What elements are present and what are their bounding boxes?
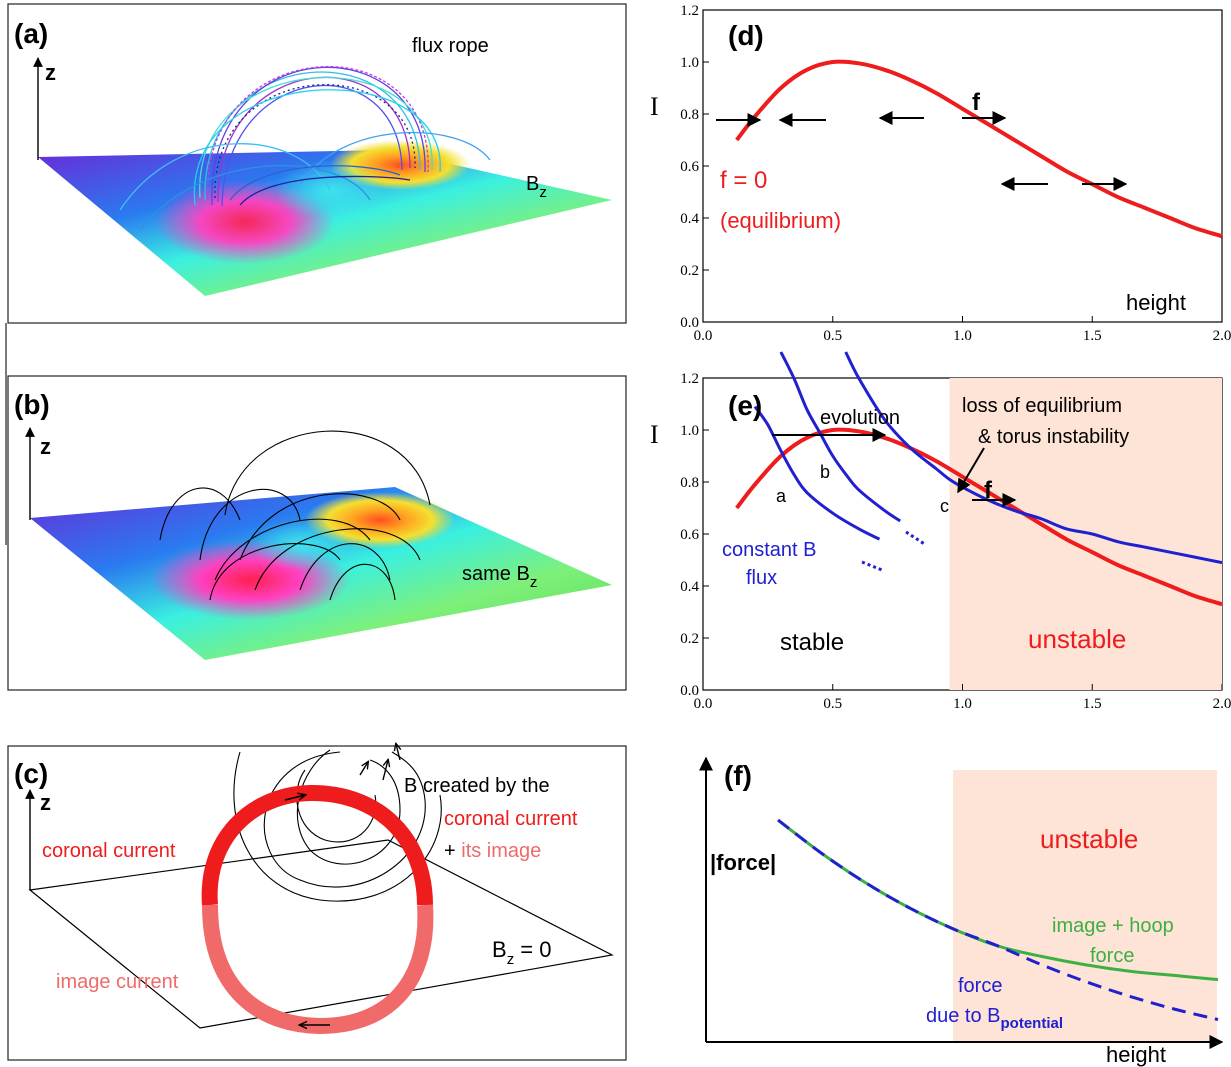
panel-e-point-a: a [776, 486, 787, 506]
panel-f-unstable-region [953, 770, 1217, 1042]
panel-b-bz-label: same Bz [462, 563, 537, 591]
panel-d-xlabel: height [1126, 290, 1186, 315]
panel-e-point-c: c [940, 496, 949, 516]
panel-d-f-label: f [972, 89, 981, 116]
panel-f-pot-line2: due to Bpotential [926, 1005, 1063, 1032]
panel-a-z-label: z [45, 60, 56, 85]
panel-e-loss-line1: loss of equilibrium [962, 395, 1122, 417]
panel-f-letter: (f) [724, 760, 752, 791]
panel-d-ytick-label: 0.8 [680, 107, 699, 123]
panel-a-rope-label: flux rope [412, 35, 489, 57]
panel-d-frame [702, 9, 1223, 323]
panel-c-current-arrow-top [284, 795, 305, 800]
panel-e-xtick-label: 1.5 [1083, 696, 1102, 712]
panel-e-xtick-label: 1.0 [953, 696, 972, 712]
panel-d-ytick-label: 0.0 [680, 315, 699, 331]
panel-e-stable: stable [780, 629, 844, 656]
panel-a: z (a) flux rope Bz [7, 3, 627, 324]
panel-f-pot-line1: force [958, 975, 1002, 997]
panel-c-b-created: B created by the [404, 775, 550, 797]
panel-d-ytick-label: 0.2 [680, 263, 699, 279]
panel-f-ylabel: |force| [710, 850, 776, 875]
panel-f-hoop-line1: image + hoop [1052, 915, 1174, 937]
panel-d-ytick-label: 0.4 [680, 211, 699, 227]
panel-e-ylabel: I [650, 420, 659, 449]
panel-e-ticks: 0.0 0.5 1.0 1.5 2.0 0.0 0.2 0.4 0.6 0.8 1.0 1.2 [680, 371, 1231, 712]
panel-c-arrow-2 [382, 760, 388, 781]
panel-c-coronal-current-right: coronal current [444, 808, 578, 830]
panel-e-ytick-label: 1.2 [680, 371, 699, 387]
panel-e-loss-arrow [957, 447, 985, 494]
panel-b-field-lines [159, 430, 431, 601]
panel-d-xtick-label: 0.0 [694, 328, 713, 344]
panel-e-f-label: f [984, 477, 993, 504]
panel-f-xlabel: height [1106, 1042, 1166, 1067]
panel-e-letter: (e) [728, 390, 762, 421]
panel-d-ylabel: I [650, 92, 659, 121]
panel-f-unstable: unstable [1040, 824, 1138, 854]
panel-d-ytick-label: 1.0 [680, 55, 699, 71]
panel-e-const-line2: flux [746, 567, 777, 589]
panel-a-flux-rope [119, 65, 491, 231]
panel-b-letter: (b) [14, 389, 50, 420]
panel-e-xtick-label: 0.5 [823, 696, 842, 712]
panel-e-series-flux-b [779, 351, 902, 523]
panel-c-coronal-current-left: coronal current [42, 840, 176, 862]
panel-e-ytick-label: 0.0 [680, 683, 699, 699]
panel-e-series-equilibrium [735, 427, 1223, 607]
panel-d-series-equilibrium [735, 59, 1223, 239]
panel-e-dots-b [905, 530, 927, 547]
panel-f-series-potential [777, 818, 1219, 1021]
panel-d-eq-line1: f = 0 [720, 167, 767, 194]
panel-e-chart: 0.0 0.5 1.0 1.5 2.0 0.0 0.2 0.4 0.6 0.8 1.0 1.2 (e)… [650, 351, 1231, 712]
panel-b-cyan-blob [250, 520, 350, 570]
panel-c-bz-zero: Bz = 0 [492, 937, 552, 968]
panel-b: z (b) same Bz [7, 375, 627, 691]
panel-e-ytick-label: 1.0 [680, 423, 699, 439]
panel-e-ytick-label: 0.2 [680, 631, 699, 647]
panel-d-eq-line2: (equilibrium) [720, 208, 841, 233]
panel-e-ytick-label: 0.8 [680, 475, 699, 491]
panel-e-ytick-label: 0.6 [680, 527, 699, 543]
panel-e-xtick-label: 2.0 [1213, 696, 1231, 712]
panel-c-arrow-1 [359, 762, 368, 776]
panel-e-evolution: evolution [820, 407, 900, 429]
panel-f-hoop-line2: force [1090, 945, 1134, 967]
panel-e-ytick-label: 0.4 [680, 579, 699, 595]
panel-c-coronal-current-loop [201, 784, 433, 906]
panel-d-letter: (d) [728, 20, 764, 51]
panel-c-image-current: image current [56, 971, 179, 993]
panel-e-point-b: b [820, 462, 830, 482]
panel-c-z-label: z [40, 790, 51, 815]
panel-c-plane [28, 839, 614, 1029]
panel-e-xtick-label: 0.0 [694, 696, 713, 712]
panel-c-arrow-3 [396, 744, 400, 761]
panel-e-loss-line2: & torus instability [978, 426, 1129, 448]
panel-d-xtick-label: 1.0 [953, 328, 972, 344]
panel-c-letter: (c) [14, 758, 48, 789]
panel-d-ytick-label: 1.2 [680, 3, 699, 19]
panel-d-ytick-label: 0.6 [680, 159, 699, 175]
panel-d-xtick-label: 0.5 [823, 328, 842, 344]
panel-c-image-current-loop [202, 904, 434, 1035]
panel-f: (f) |force| height unstable image + hoop… [699, 756, 1224, 1067]
panel-d-ticks: 0.0 0.5 1.0 1.5 2.0 0.0 0.2 0.4 0.6 0.8 1.0 1.2 [680, 3, 1231, 344]
panel-d-force-arrows [716, 111, 1128, 191]
panel-e-unstable: unstable [1028, 624, 1126, 654]
panel-d-xtick-label: 2.0 [1213, 328, 1231, 344]
panel-a-letter: (a) [14, 18, 48, 49]
panel-e-const-line1: constant B [722, 539, 817, 561]
panel-e-series-flux-c [844, 351, 1223, 565]
panel-c-its-image: + its image [444, 840, 541, 862]
panel-e-series-flux-a [753, 405, 881, 541]
panel-d-xtick-label: 1.5 [1083, 328, 1102, 344]
panel-d-chart: 0.0 0.5 1.0 1.5 2.0 0.0 0.2 0.4 0.6 0.8 1.0 1.2 (d)… [650, 3, 1231, 344]
panel-b-z-label: z [40, 434, 51, 459]
panel-a-bz-label: Bz [526, 173, 547, 201]
panel-c: z (c) B created by the coronal current +… [7, 744, 627, 1061]
